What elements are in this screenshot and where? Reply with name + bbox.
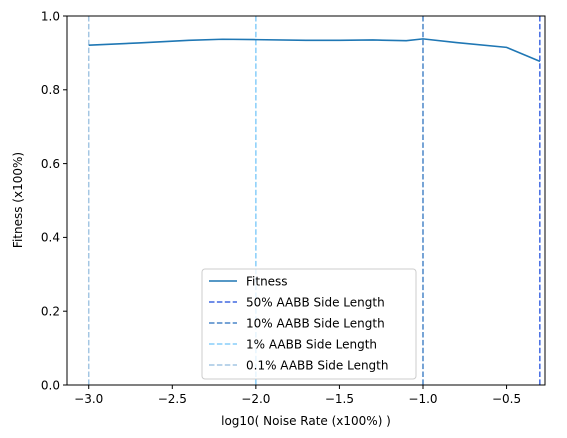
x-tick-label: −1.5 — [325, 392, 354, 406]
y-tick-label: 0.4 — [41, 231, 60, 245]
x-tick-label: −3.0 — [74, 392, 103, 406]
y-axis-label: Fitness (x100%) — [11, 152, 25, 248]
legend-label: 1% AABB Side Length — [246, 337, 377, 351]
plot-frame — [66, 15, 546, 386]
legend-label: 50% AABB Side Length — [246, 295, 385, 309]
x-tick-label: −1.0 — [408, 392, 437, 406]
x-axis-label: log10( Noise Rate (x100%) ) — [221, 414, 391, 428]
legend-label: Fitness — [246, 274, 288, 288]
legend: Fitness 50% AABB Side Length 10% AABB Side… — [201, 268, 417, 380]
y-tick-label: 0.0 — [41, 378, 60, 392]
series-line-0 — [88, 38, 541, 63]
x-tick-label: −2.5 — [158, 392, 187, 406]
y-tick-label: 0.2 — [41, 305, 60, 319]
legend-box — [201, 268, 417, 380]
y-tick-label: 1.0 — [41, 9, 60, 23]
y-axis-ticks: 0.0 0.2 0.4 0.6 0.8 1.0 — [41, 9, 67, 392]
y-tick-label: 0.8 — [41, 83, 60, 97]
x-tick-label: −0.5 — [492, 392, 521, 406]
x-axis-ticks: −3.0 −2.5 −2.0 −1.5 −1.0 −0.5 — [74, 385, 521, 406]
x-tick-label: −2.0 — [241, 392, 270, 406]
plot-lines — [87, 16, 541, 385]
legend-label: 0.1% AABB Side Length — [246, 358, 389, 372]
y-tick-label: 0.6 — [41, 157, 60, 171]
legend-label: 10% AABB Side Length — [246, 316, 385, 330]
